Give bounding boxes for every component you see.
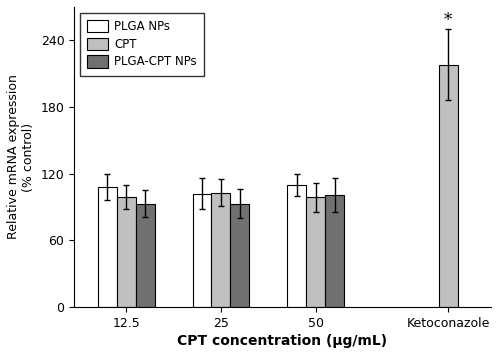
Bar [306,197,325,307]
Bar [288,185,306,307]
Bar [325,195,344,307]
Bar [230,204,250,307]
X-axis label: CPT concentration (μg/mL): CPT concentration (μg/mL) [178,334,388,348]
Bar [116,197,136,307]
Bar [439,65,458,307]
Text: *: * [444,12,452,29]
Bar [136,204,154,307]
Legend: PLGA NPs, CPT, PLGA-CPT NPs: PLGA NPs, CPT, PLGA-CPT NPs [80,13,204,76]
Bar [212,193,231,307]
Bar [192,194,212,307]
Y-axis label: Relative mRNA expression
(% control): Relative mRNA expression (% control) [7,75,35,240]
Bar [98,187,116,307]
